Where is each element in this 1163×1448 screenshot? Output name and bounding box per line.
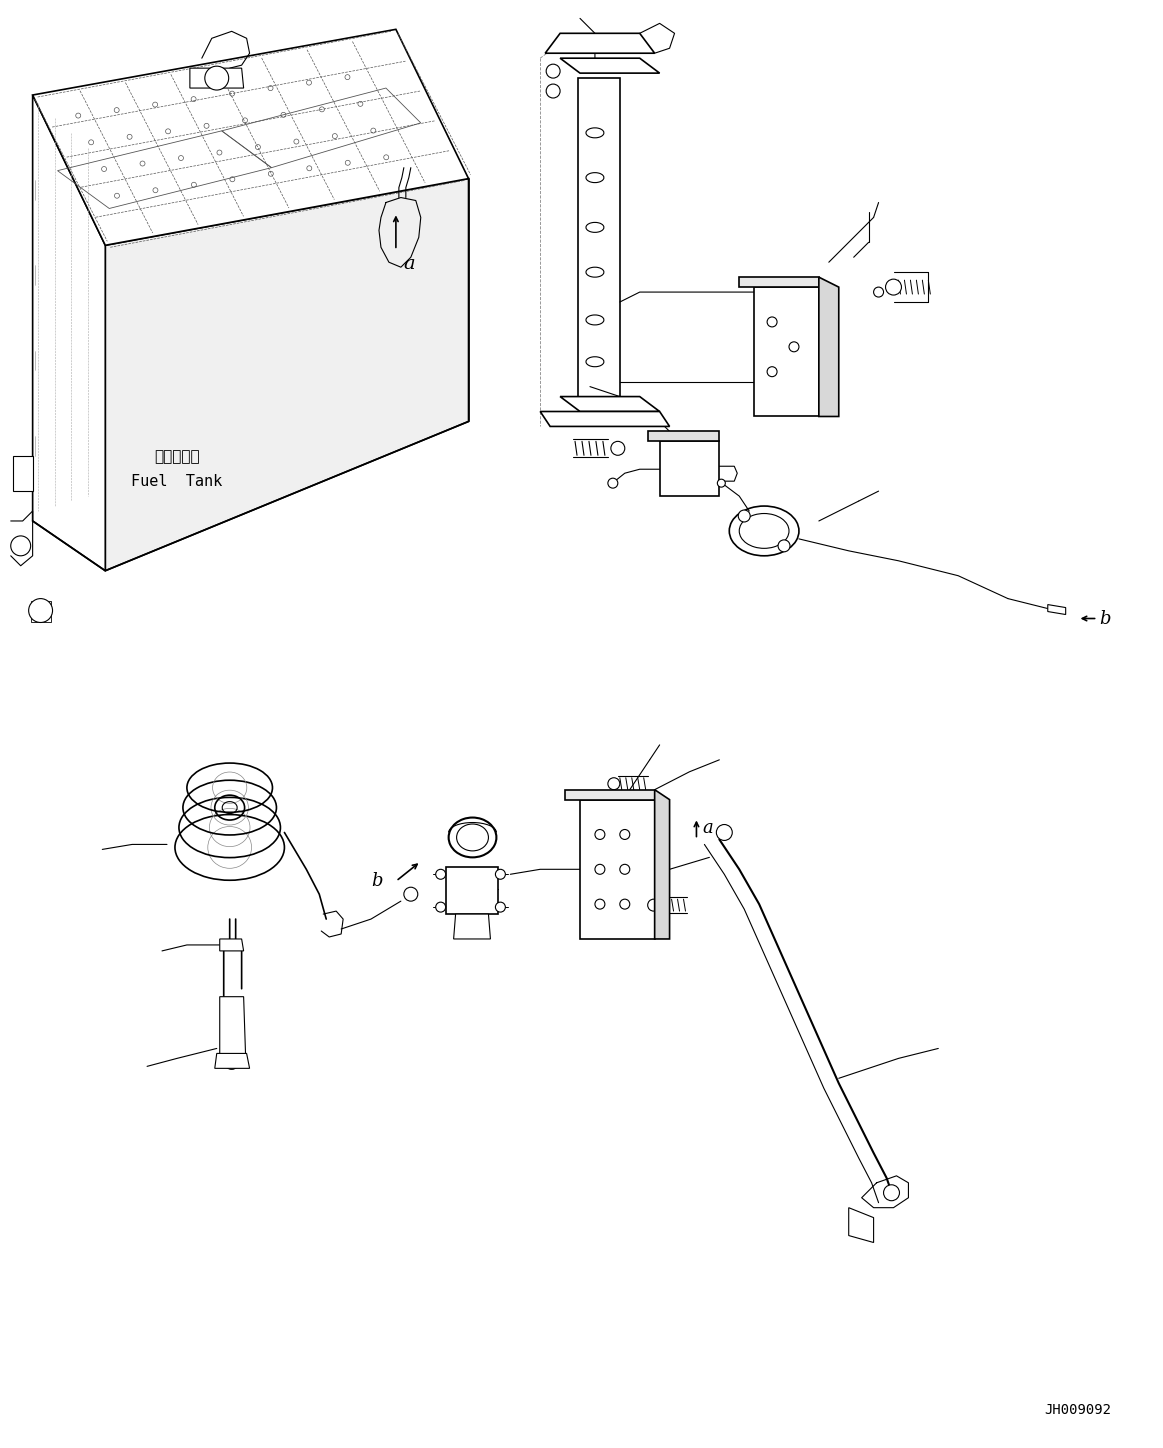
Circle shape: [884, 1184, 899, 1200]
Polygon shape: [33, 96, 106, 571]
Polygon shape: [215, 1053, 250, 1069]
Circle shape: [716, 824, 733, 840]
Polygon shape: [561, 58, 659, 74]
Circle shape: [608, 478, 618, 488]
Circle shape: [404, 888, 418, 901]
Circle shape: [789, 342, 799, 352]
Circle shape: [495, 902, 506, 912]
Polygon shape: [849, 1208, 873, 1242]
Circle shape: [436, 869, 445, 879]
Circle shape: [547, 84, 561, 98]
Circle shape: [620, 899, 630, 909]
Circle shape: [436, 902, 445, 912]
Circle shape: [648, 899, 659, 911]
Circle shape: [620, 830, 630, 840]
Circle shape: [768, 366, 777, 376]
Polygon shape: [659, 442, 720, 497]
Circle shape: [718, 479, 726, 487]
Polygon shape: [580, 799, 655, 938]
Circle shape: [739, 510, 750, 521]
Circle shape: [873, 287, 884, 297]
Polygon shape: [454, 914, 491, 938]
Circle shape: [15, 466, 30, 482]
Circle shape: [223, 1053, 240, 1069]
Polygon shape: [13, 456, 33, 491]
Circle shape: [465, 922, 478, 935]
Text: JH009092: JH009092: [1044, 1403, 1111, 1416]
Polygon shape: [561, 397, 659, 411]
Circle shape: [595, 864, 605, 875]
Polygon shape: [565, 789, 655, 799]
Circle shape: [778, 540, 790, 552]
Polygon shape: [190, 68, 243, 88]
Polygon shape: [545, 33, 655, 54]
Polygon shape: [1048, 605, 1065, 614]
Polygon shape: [740, 277, 819, 287]
Text: a: a: [402, 255, 414, 274]
Polygon shape: [655, 789, 670, 938]
Polygon shape: [540, 411, 670, 426]
Polygon shape: [578, 78, 620, 401]
Circle shape: [205, 67, 229, 90]
Circle shape: [608, 778, 620, 789]
Polygon shape: [33, 29, 469, 245]
Text: 燃料タンク: 燃料タンク: [155, 449, 200, 463]
Circle shape: [29, 598, 52, 623]
Polygon shape: [819, 277, 839, 417]
Circle shape: [595, 830, 605, 840]
Circle shape: [620, 864, 630, 875]
Polygon shape: [754, 287, 819, 417]
Circle shape: [547, 64, 561, 78]
Text: b: b: [1099, 610, 1111, 627]
Circle shape: [495, 869, 506, 879]
Polygon shape: [220, 996, 245, 1057]
Text: Fuel  Tank: Fuel Tank: [131, 473, 222, 488]
Circle shape: [611, 442, 625, 455]
Circle shape: [10, 536, 30, 556]
Text: a: a: [702, 818, 713, 837]
Polygon shape: [106, 178, 469, 571]
Text: b: b: [371, 872, 383, 891]
Polygon shape: [445, 867, 499, 914]
Circle shape: [768, 317, 777, 327]
Circle shape: [595, 899, 605, 909]
Circle shape: [885, 279, 901, 295]
Polygon shape: [648, 432, 720, 442]
Polygon shape: [220, 938, 243, 951]
